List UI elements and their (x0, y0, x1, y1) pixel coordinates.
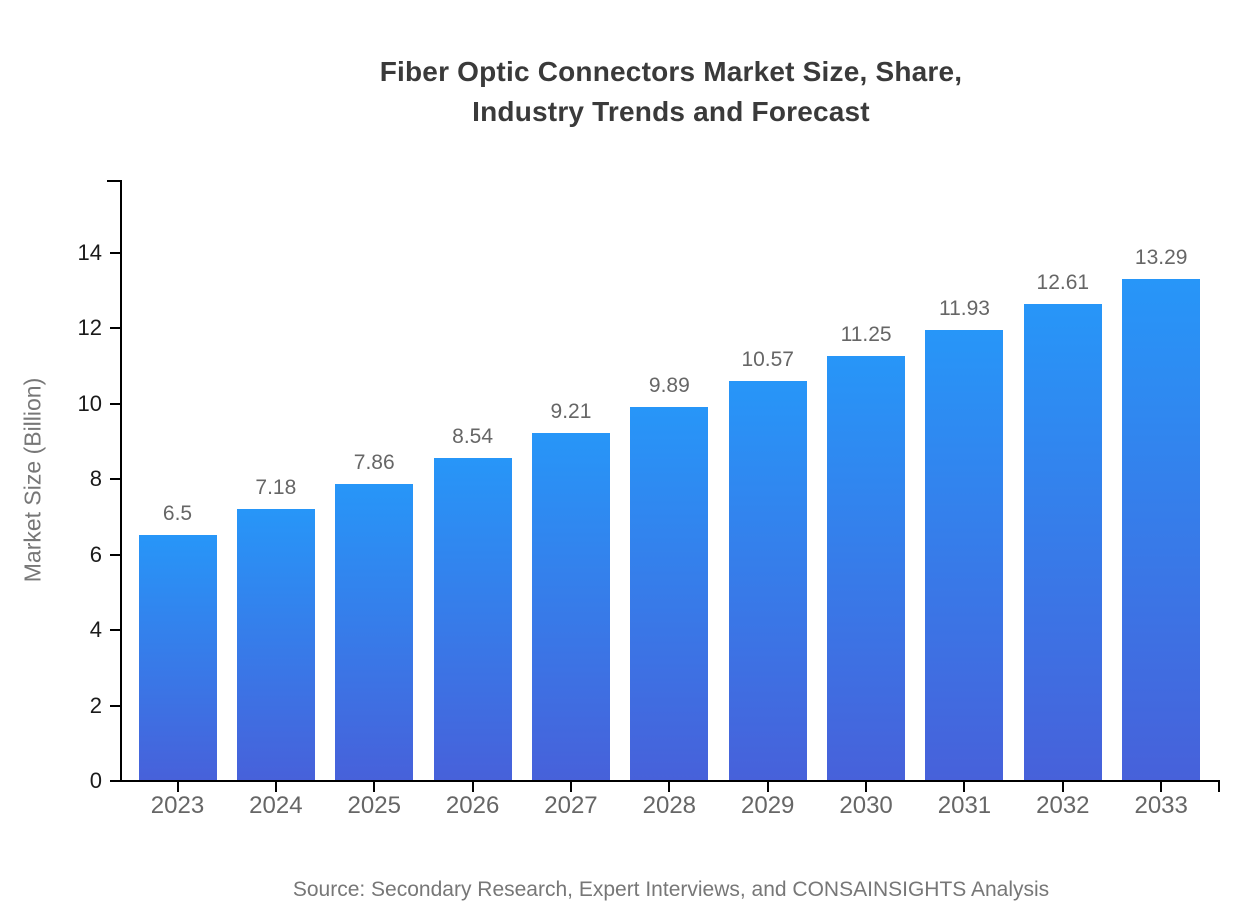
x-tick-label: 2023 (150, 792, 205, 819)
bar-value-label: 11.93 (938, 297, 990, 321)
x-tick-label: 2033 (1134, 792, 1188, 819)
bar-value-label: 7.18 (255, 476, 297, 500)
y-tick-label: 0 (89, 768, 102, 793)
x-tick-label: 2026 (445, 792, 500, 819)
bar (925, 330, 1004, 780)
bar-value-label: 6.5 (162, 501, 193, 525)
bar-value-label: 12.61 (1036, 271, 1090, 295)
x-tick-label: 2029 (741, 792, 795, 819)
bar (1023, 304, 1102, 780)
x-tick-label: 2032 (1036, 792, 1090, 819)
x-tick (471, 782, 474, 792)
y-tick (110, 252, 120, 255)
bar-value-label: 9.89 (648, 374, 690, 398)
bar-value-label: 9.21 (550, 399, 592, 423)
x-tick (274, 782, 277, 792)
y-tick (110, 704, 120, 707)
x-tick (865, 782, 868, 792)
y-tick-label: 2 (89, 692, 102, 718)
y-tick-label: 14 (77, 240, 102, 266)
y-tick-label: 8 (89, 466, 102, 492)
bar (236, 509, 315, 780)
x-tick-label: 2030 (839, 792, 893, 819)
chart-title-line-1: Fiber Optic Connectors Market Size, Shar… (379, 56, 963, 87)
bar (531, 432, 610, 780)
bar (433, 457, 512, 780)
bar-value-label: 8.54 (452, 424, 494, 448)
x-axis-line (120, 780, 1220, 782)
bar-value-label: 10.57 (741, 348, 794, 372)
chart-title-line-2: Industry Trends and Forecast (472, 96, 870, 127)
x-tick (176, 782, 179, 792)
x-tick (373, 782, 376, 792)
y-tick (110, 402, 120, 405)
x-tick-label: 2031 (937, 792, 992, 819)
x-tick-label: 2025 (347, 792, 401, 819)
source-note: Source: Secondary Research, Expert Inter… (292, 878, 1050, 901)
y-tick-label: 10 (77, 390, 102, 416)
y-tick-label: 6 (89, 541, 102, 567)
x-tick-label: 2027 (544, 792, 598, 819)
bar-value-label: 7.86 (353, 450, 395, 474)
bar (138, 534, 217, 780)
x-tick (569, 782, 572, 792)
y-tick (110, 629, 120, 632)
x-tick-label: 2028 (642, 792, 697, 819)
bar-value-label: 13.29 (1134, 245, 1188, 269)
bar-value-label: 11.25 (840, 322, 892, 346)
y-axis-end-cap (107, 180, 120, 182)
x-tick (766, 782, 769, 792)
bar (335, 483, 414, 780)
y-tick (110, 327, 120, 330)
y-tick (110, 553, 120, 556)
chart-title: Fiber Optic Connectors Market Size, Shar… (120, 52, 1222, 132)
y-tick (110, 478, 120, 481)
x-tick (1160, 782, 1163, 792)
y-axis-line (120, 180, 122, 782)
x-axis-end-cap (1218, 780, 1220, 792)
x-tick-label: 2024 (249, 792, 303, 819)
bar (1122, 278, 1201, 780)
bar (827, 355, 906, 780)
y-tick (110, 780, 120, 782)
y-tick-label: 4 (89, 617, 102, 643)
bar (728, 381, 807, 780)
x-tick (963, 782, 966, 792)
x-tick (668, 782, 671, 792)
y-tick-label: 12 (77, 315, 102, 341)
x-tick (1061, 782, 1064, 792)
bar (630, 407, 709, 780)
